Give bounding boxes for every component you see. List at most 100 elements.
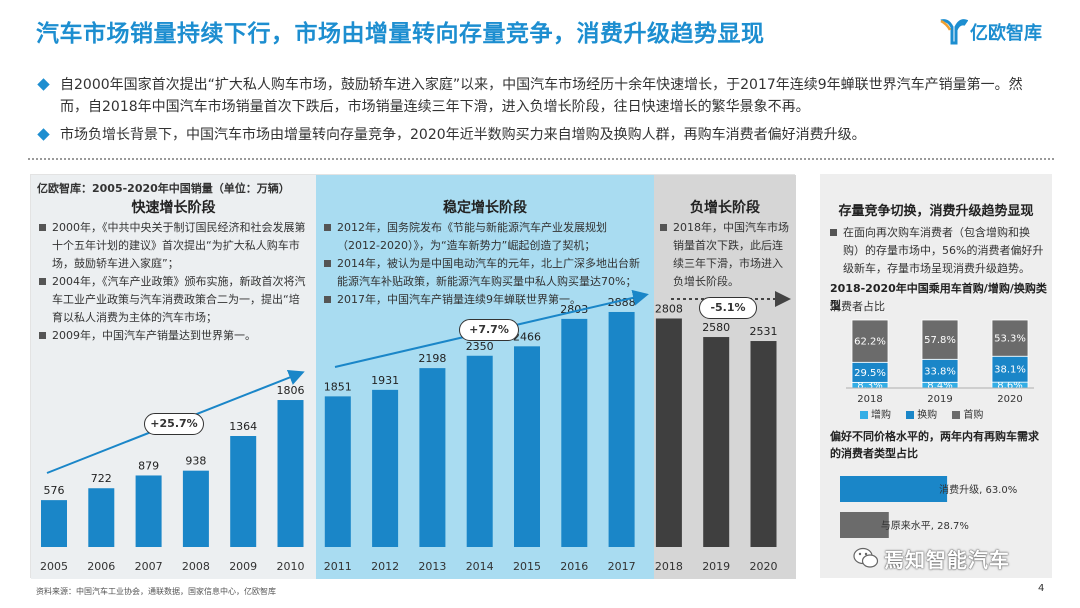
section-divider [28,158,1054,160]
sales-bar [750,341,777,547]
growth-badge-negative: -5.1% [699,297,757,319]
bar-value-label: 938 [185,455,206,468]
stack-segment-label: 53.3% [994,334,1026,345]
phase-background-rapid [31,175,316,579]
bar-value-label: 2198 [418,352,446,365]
sales-bar [419,368,446,547]
note-item: 2018年，中国汽车市场销量首次下跌，此后连续三年下滑，市场进入负增长阶段。 [660,219,790,291]
phase-notes-stable: 2012年，国务院发布《节能与新能源汽车产业发展规划（2012-2020）》，为… [324,219,648,309]
bullet-item: 自2000年国家首次提出“扩大私人购车市场，鼓励轿车进入家庭”以来，中国汽车市场… [36,74,1046,118]
note-item: 2017年，中国汽车产销量连续9年蝉联世界第一。 [324,291,648,309]
wechat-icon [853,547,879,568]
year-tick-label: 2009 [229,560,257,573]
square-bullet-icon [39,224,46,231]
year-tick-label: 2016 [560,560,588,573]
legend-label: 换购 [917,410,938,421]
stack-chart-subtitle: 消费者占比 [830,300,885,313]
legend-item: 增购 [860,406,891,421]
growth-badge-stable: +7.7% [459,319,519,341]
chart-caption: 亿欧智库：2005-2020年中国销量（单位：万辆） [37,182,290,195]
year-tick-label: 2005 [40,560,68,573]
legend-swatch [952,411,961,419]
price-preference-chart: 消费升级, 63.0% 与原来水平, 28.7% [840,476,1017,538]
year-tick-label: 2007 [135,560,163,573]
note-text: 2017年，中国汽车产销量连续9年蝉联世界第一。 [337,293,581,306]
panel-note: 在面向再次购车消费者（包含增购和换购）的存量市场中，56%的消费者偏好升级新车，… [830,224,1046,278]
year-tick-label: 2019 [702,560,730,573]
logo-text: 亿欧智库 [970,23,1042,44]
stack-legend: 增购 换购 首购 [860,406,995,421]
year-tick-label: 2012 [371,560,399,573]
bar-value-label: 879 [138,459,159,472]
year-tick-label: 2014 [466,560,494,573]
year-tick-label: 2015 [513,560,541,573]
year-tick-label: 2018 [655,560,683,573]
sales-chart: 亿欧智库：2005-2020年中国销量（单位：万辆） 快速增长阶段 稳定增长阶段… [30,174,796,579]
note-text: 2018年，中国汽车市场销量首次下跌，此后连续三年下滑，市场进入负增长阶段。 [673,221,789,288]
phase-notes-negative: 2018年，中国汽车市场销量首次下跌，此后连续三年下滑，市场进入负增长阶段。 [660,219,790,291]
year-tick-label: 2010 [277,560,305,573]
sales-bar [41,500,67,547]
square-bullet-icon [324,224,331,231]
bar-value-label: 1364 [229,420,257,433]
stack-segment [851,319,889,363]
stack-segment [991,355,1029,383]
square-bullet-icon [39,278,46,285]
note-item: 2004年，《汽车产业政策》颁布实施，新政首次将汽车工业产业政策与汽车消费政策合… [39,273,309,327]
sales-bar [230,435,257,547]
legend-swatch [860,411,868,419]
legend-swatch [906,411,915,419]
square-bullet-icon [324,260,331,267]
page-title: 汽车市场销量持续下行，市场由增量转向存量竞争，消费升级趋势显现 [36,21,765,47]
legend-label: 首购 [963,410,984,421]
phase-title-rapid: 快速增长阶段 [131,200,216,216]
phase-title-stable: 稳定增长阶段 [443,200,527,216]
note-item: 2012年，国务院发布《节能与新能源汽车产业发展规划（2012-2020）》，为… [324,219,648,255]
year-tick-label: 2019 [927,394,952,405]
year-tick-label: 2008 [182,560,210,573]
bar-value-label: 2580 [702,321,730,334]
stack-segment-label: 62.2% [854,337,886,348]
year-tick-label: 2011 [324,560,352,573]
stack-segment-label: 8.3% [857,381,882,392]
stack-segment-label: 8.6% [997,381,1022,392]
bar-value-label: 2808 [655,302,683,315]
sales-bar [466,355,493,547]
diamond-bullet-icon [37,128,50,141]
note-text: 在面向再次购车消费者（包含增购和换购）的存量市场中，56%的消费者偏好升级新车，… [843,226,1044,275]
note-item: 2009年，中国汽车产销量达到世界第一。 [39,327,309,345]
bar-value-label: 1806 [277,384,305,397]
note-text: 2012年，国务院发布《节能与新能源汽车产业发展规划（2012-2020）》，为… [337,221,607,252]
year-tick-label: 2020 [750,560,778,573]
sales-bar [514,346,540,547]
sales-bar [372,389,399,547]
sales-bar [655,318,682,547]
sales-bar [608,311,635,547]
sales-bars: 576 2005 722 2006 879 2007 938 2008 1364 2009 1806… [40,289,791,573]
year-tick-label: 2017 [608,560,636,573]
stack-segment [921,319,959,360]
bullet-text: 市场负增长背景下，中国汽车市场由增量转向存量竞争，2020年近半数购买力来自增购… [60,127,866,143]
watermark-text: 焉知智能汽车 [884,548,1010,572]
legend-item: 首购 [952,406,983,421]
year-tick-label: 2013 [418,560,446,573]
bar-value-label: 1851 [324,380,352,393]
note-item: 2014年，被认为是中国电动汽车的元年，北上广深多地出台新能源汽车补贴政策，新能… [324,255,648,291]
square-bullet-icon [660,224,667,231]
preference-bar [840,512,889,538]
bar-value-label: 2350 [466,340,494,353]
stack-segment-label: 57.8% [924,335,956,346]
square-bullet-icon [830,229,837,236]
growth-badge-rapid: +25.7% [144,413,204,435]
stack-segment-label: 38.1% [994,365,1026,376]
legend-label: 增购 [871,410,891,421]
stack-chart-title: 2018-2020年中国乘用车首购/增购/换购类型 [830,282,1047,312]
logo-mark-icon [940,19,968,45]
sales-bar [88,488,115,547]
sales-bar [182,470,209,547]
source-note: 资料来源：中国汽车工业协会，通联数据，国家信息中心，亿欧智库 [36,587,276,596]
panel-title: 存量竞争切换，消费升级趋势显现 [838,204,1034,219]
page-number: 4 [1038,583,1045,594]
year-tick-label: 2006 [87,560,115,573]
sales-bar [135,475,162,547]
